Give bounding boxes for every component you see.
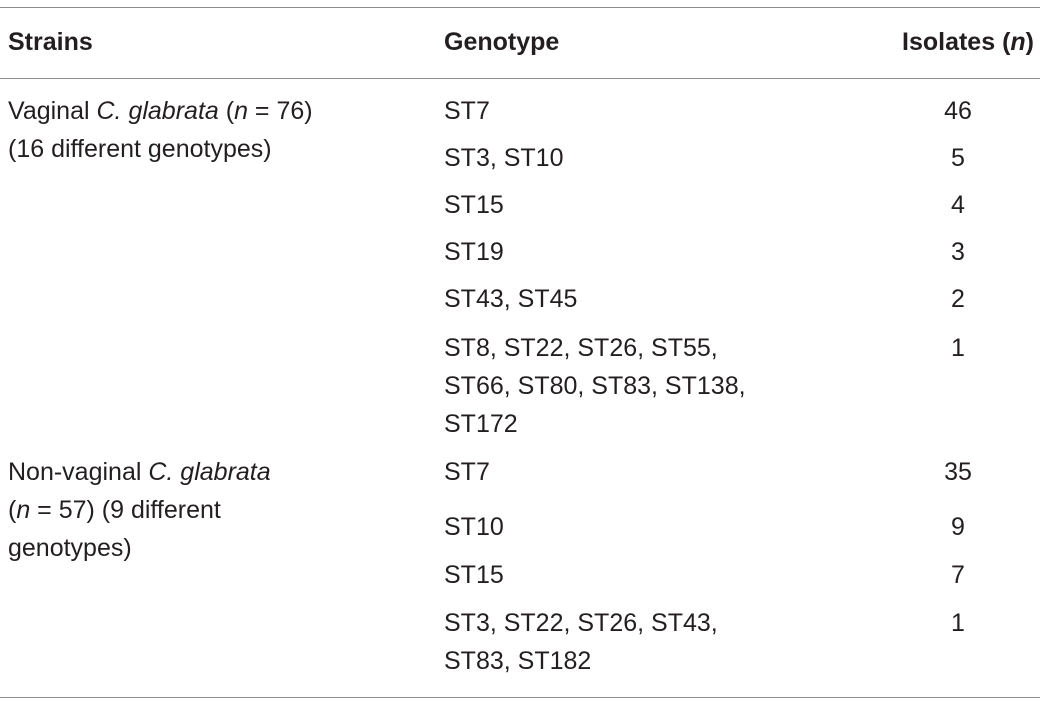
strain-prefix: Vaginal bbox=[8, 97, 97, 125]
genotype-line: ST8, ST22, ST26, ST55, bbox=[444, 334, 718, 362]
genotype-cell: ST3, ST10 bbox=[444, 144, 564, 172]
genotype-line: ST172 bbox=[444, 410, 518, 438]
isolates-cell: 9 bbox=[951, 513, 965, 541]
strain-species: C. glabrata bbox=[148, 458, 271, 486]
genotype-cell: ST43, ST45 bbox=[444, 285, 578, 313]
isolates-cell: 2 bbox=[951, 285, 965, 313]
genotype-cell: ST10 bbox=[444, 513, 504, 541]
header-isolates-close: ) bbox=[1025, 28, 1034, 56]
genotype-line: ST3, ST22, ST26, ST43, bbox=[444, 609, 718, 637]
strain-note: genotypes) bbox=[8, 534, 132, 562]
isolates-cell: 1 bbox=[951, 334, 965, 362]
genotype-cell: ST15 bbox=[444, 561, 504, 589]
genotype-cell: ST7 bbox=[444, 458, 490, 486]
strain-cell-vaginal: Vaginal C. glabrata (n = 76) (16 differe… bbox=[8, 92, 388, 168]
table-top-rule bbox=[0, 7, 1040, 8]
isolates-cell: 1 bbox=[951, 609, 965, 637]
table-header-row: Strains Genotype Isolates (n) bbox=[0, 22, 1040, 66]
genotype-cell: ST7 bbox=[444, 97, 490, 125]
strain-cell-non-vaginal: Non-vaginal C. glabrata (n = 57) (9 diff… bbox=[8, 453, 388, 567]
isolates-cell: 7 bbox=[951, 561, 965, 589]
header-isolates-n: n bbox=[1010, 28, 1026, 56]
genotype-cell: ST15 bbox=[444, 191, 504, 219]
table-bottom-rule bbox=[0, 697, 1040, 698]
isolates-cell: 35 bbox=[944, 458, 972, 486]
genotype-cell: ST8, ST22, ST26, ST55, ST66, ST80, ST83,… bbox=[444, 329, 824, 443]
isolates-cell: 46 bbox=[944, 97, 972, 125]
header-strains: Strains bbox=[8, 28, 93, 56]
header-genotype: Genotype bbox=[444, 28, 560, 56]
strain-line-1: Non-vaginal C. glabrata bbox=[8, 453, 388, 491]
strain-prefix: Non-vaginal bbox=[8, 458, 149, 486]
strain-species: C. glabrata bbox=[96, 97, 219, 125]
strain-n: n bbox=[16, 496, 31, 524]
strain-count: = 57) (9 different bbox=[30, 496, 221, 524]
isolates-cell: 5 bbox=[951, 144, 965, 172]
strain-line-2: (n = 57) (9 different bbox=[8, 491, 388, 529]
genotype-line: ST66, ST80, ST83, ST138, bbox=[444, 372, 746, 400]
strain-open: ( bbox=[8, 496, 17, 524]
isolates-cell: 4 bbox=[951, 191, 965, 219]
strain-line-1: Vaginal C. glabrata (n = 76) bbox=[8, 92, 388, 130]
table-header-rule bbox=[0, 78, 1040, 79]
genotype-cell: ST3, ST22, ST26, ST43, ST83, ST182 bbox=[444, 604, 824, 680]
strain-open: ( bbox=[218, 97, 235, 125]
genotype-line: ST83, ST182 bbox=[444, 647, 592, 675]
isolates-cell: 3 bbox=[951, 238, 965, 266]
strain-n: n bbox=[234, 97, 248, 125]
strain-note: (16 different genotypes) bbox=[8, 135, 272, 163]
header-isolates-label: Isolates ( bbox=[902, 28, 1011, 56]
header-isolates: Isolates (n) bbox=[902, 28, 1034, 57]
genotype-cell: ST19 bbox=[444, 238, 504, 266]
strain-count: = 76) bbox=[247, 97, 313, 125]
